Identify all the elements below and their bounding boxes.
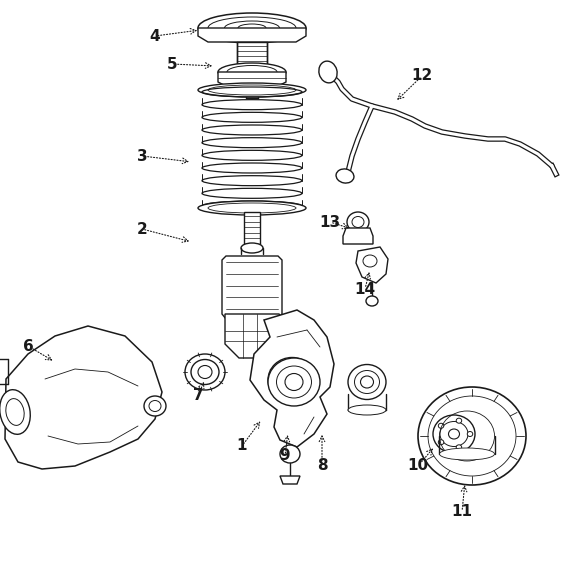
Text: 5: 5 — [167, 56, 177, 72]
Text: 4: 4 — [149, 29, 160, 44]
Ellipse shape — [366, 296, 378, 306]
Text: 8: 8 — [317, 459, 327, 474]
Ellipse shape — [438, 423, 444, 428]
Ellipse shape — [418, 387, 526, 485]
Ellipse shape — [0, 390, 30, 435]
Text: 3: 3 — [136, 149, 147, 164]
Polygon shape — [225, 314, 285, 358]
Ellipse shape — [268, 358, 316, 402]
Ellipse shape — [438, 440, 444, 445]
Ellipse shape — [285, 374, 303, 390]
Ellipse shape — [456, 445, 462, 450]
Polygon shape — [343, 228, 373, 244]
Polygon shape — [250, 310, 334, 447]
Ellipse shape — [198, 201, 306, 215]
Text: 11: 11 — [452, 505, 473, 519]
Ellipse shape — [198, 13, 306, 43]
Ellipse shape — [433, 415, 475, 453]
Ellipse shape — [241, 243, 263, 253]
Ellipse shape — [268, 358, 320, 406]
Text: 6: 6 — [23, 339, 33, 354]
Ellipse shape — [448, 429, 460, 439]
Text: 13: 13 — [319, 215, 341, 230]
Text: 12: 12 — [411, 68, 432, 83]
Ellipse shape — [144, 396, 166, 416]
Polygon shape — [244, 212, 260, 244]
Polygon shape — [218, 72, 286, 86]
Ellipse shape — [336, 169, 354, 183]
Text: 1: 1 — [237, 439, 247, 453]
Ellipse shape — [198, 83, 306, 97]
Ellipse shape — [468, 432, 473, 436]
Polygon shape — [280, 476, 300, 484]
Ellipse shape — [280, 445, 300, 463]
Ellipse shape — [456, 418, 462, 423]
Text: 7: 7 — [192, 389, 203, 404]
Text: 10: 10 — [408, 459, 428, 474]
Polygon shape — [237, 42, 267, 70]
Ellipse shape — [218, 63, 286, 81]
Polygon shape — [5, 326, 162, 469]
Ellipse shape — [348, 364, 386, 400]
Ellipse shape — [348, 405, 386, 415]
Ellipse shape — [347, 212, 369, 232]
Polygon shape — [222, 256, 282, 319]
Ellipse shape — [198, 366, 212, 378]
Text: 9: 9 — [280, 448, 290, 463]
Polygon shape — [198, 28, 306, 42]
Text: 2: 2 — [136, 222, 147, 236]
Text: 14: 14 — [354, 281, 376, 297]
Ellipse shape — [319, 61, 337, 83]
Ellipse shape — [440, 448, 495, 460]
Polygon shape — [356, 247, 388, 283]
Ellipse shape — [361, 376, 374, 388]
Ellipse shape — [185, 354, 225, 390]
